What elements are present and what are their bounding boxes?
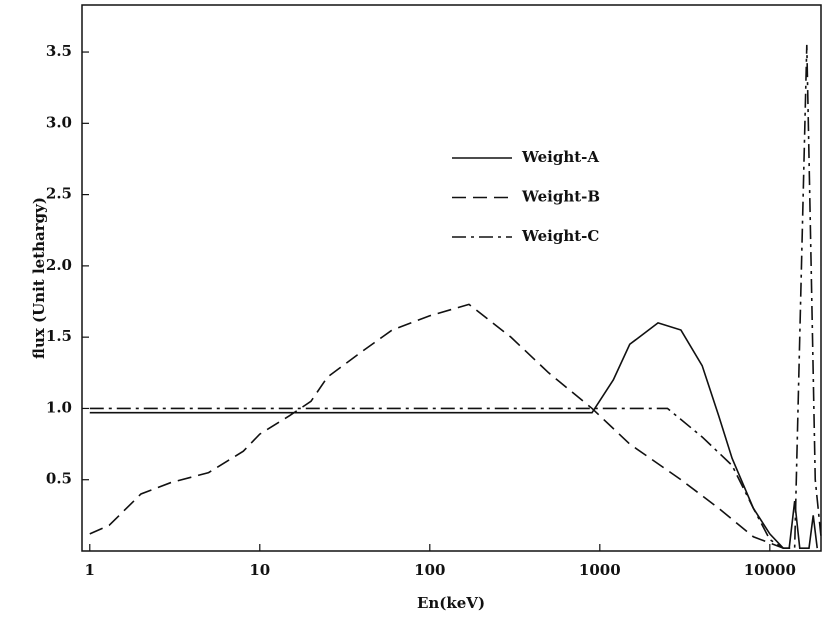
legend-label: Weight-C <box>521 227 599 245</box>
x-tick-label: 10 <box>249 561 270 579</box>
y-tick-label: 0.5 <box>46 470 72 488</box>
y-tick-label: 1.5 <box>46 327 72 345</box>
x-tick-label: 1 <box>85 561 95 579</box>
x-axis-label: En(keV) <box>417 594 485 612</box>
plot-frame <box>81 4 822 552</box>
series-line <box>89 303 784 549</box>
legend-label: Weight-B <box>521 188 600 206</box>
legend-label: Weight-A <box>521 148 599 166</box>
y-tick-label: 2.0 <box>46 256 72 274</box>
x-tick-label: 10000 <box>744 561 796 579</box>
y-tick-label: 2.5 <box>46 185 72 203</box>
y-axis-label: flux (Unit lethargy) <box>30 197 48 359</box>
x-tick-label: 1000 <box>579 561 621 579</box>
series-line <box>89 44 822 549</box>
y-tick-label: 3.0 <box>46 113 72 131</box>
series-line <box>89 322 819 549</box>
y-tick-label: 1.0 <box>46 398 72 416</box>
x-tick-label: 100 <box>414 561 445 579</box>
y-tick-label: 3.5 <box>46 42 72 60</box>
